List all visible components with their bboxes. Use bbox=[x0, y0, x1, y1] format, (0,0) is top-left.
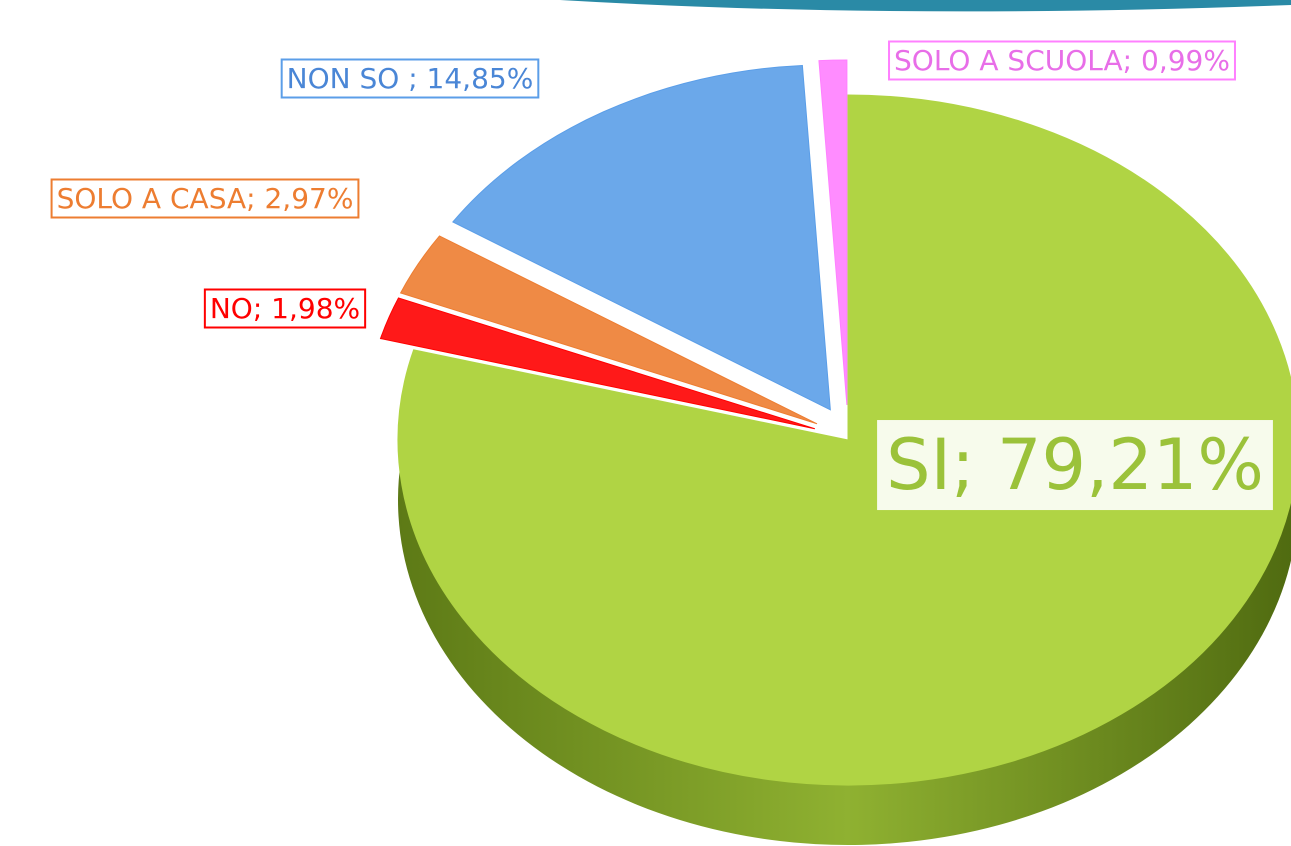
slice bbox=[818, 59, 848, 406]
data-label: SOLO A CASA; 2,97% bbox=[57, 182, 354, 215]
slice bbox=[452, 64, 831, 411]
header-decoration bbox=[560, 0, 1291, 12]
pie bbox=[379, 59, 1291, 845]
labels: SI; 79,21% NO; 1,98% SOLO A CASA; 2,97% NON… bbox=[50, 40, 1275, 513]
label-box bbox=[50, 178, 360, 219]
label-box bbox=[280, 58, 540, 99]
data-label: SI; 79,21% bbox=[886, 424, 1264, 506]
data-label: SOLO A SCUOLA; 0,99% bbox=[894, 44, 1230, 77]
label-box bbox=[888, 40, 1236, 81]
label-box bbox=[203, 288, 367, 329]
slice bbox=[379, 297, 816, 430]
data-label: NO; 1,98% bbox=[210, 292, 360, 325]
slice bbox=[399, 235, 818, 425]
data-label: NON SO ; 14,85% bbox=[287, 62, 534, 95]
label-box bbox=[875, 418, 1275, 513]
slice bbox=[397, 94, 1291, 786]
